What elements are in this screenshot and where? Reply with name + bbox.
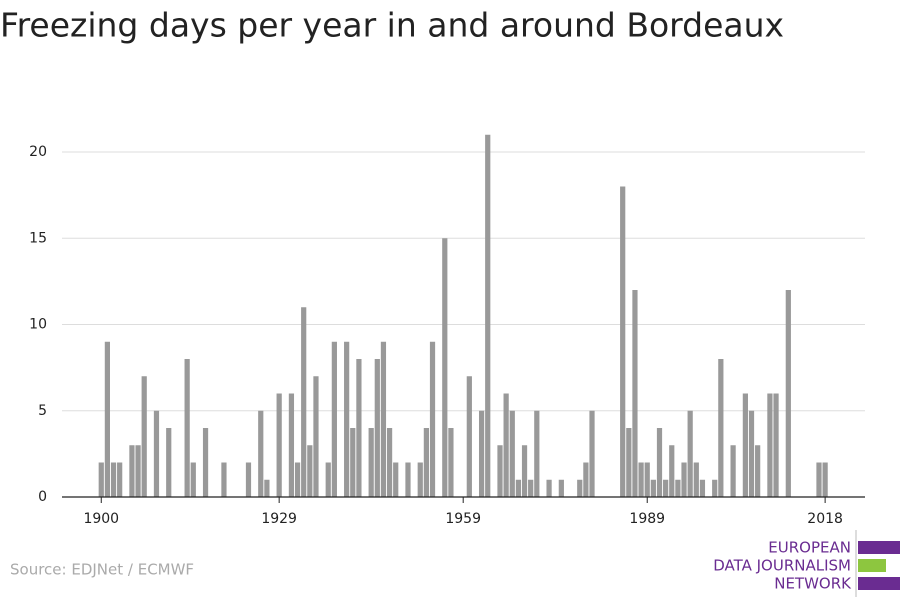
bar	[687, 410, 693, 497]
bar	[313, 376, 319, 497]
bar	[748, 410, 755, 497]
source: Source: EDJNet / ECMWF	[10, 561, 194, 579]
bar	[166, 428, 172, 497]
bar	[264, 479, 270, 497]
x-tick-label: 1900	[83, 511, 119, 527]
bar	[448, 428, 454, 497]
bar	[98, 462, 104, 497]
bar	[589, 410, 595, 497]
bar	[135, 445, 141, 497]
bar	[497, 445, 503, 497]
bar	[466, 376, 472, 497]
bar	[417, 462, 423, 497]
bar	[423, 428, 429, 497]
bar	[767, 393, 773, 497]
bar	[350, 428, 356, 497]
bar	[344, 341, 350, 497]
bar	[117, 462, 123, 497]
x-tick-label: 2018	[807, 511, 843, 527]
bar	[583, 462, 589, 497]
bar	[221, 462, 227, 497]
bar	[712, 479, 718, 497]
bar	[577, 479, 583, 497]
bar	[718, 359, 724, 497]
bar	[675, 479, 681, 497]
logo-bar	[858, 577, 900, 590]
bar	[442, 238, 448, 497]
bar	[190, 462, 196, 497]
bar	[478, 410, 485, 497]
bar	[110, 462, 117, 497]
bar	[294, 462, 301, 497]
y-tick-label: 15	[29, 230, 47, 246]
bar	[515, 479, 522, 497]
bar	[699, 479, 706, 497]
bar	[509, 410, 515, 497]
x-tick-label: 1989	[629, 511, 665, 527]
bar	[276, 393, 282, 497]
bar	[620, 186, 626, 497]
bar	[656, 428, 663, 497]
bar	[429, 341, 436, 497]
x-tick-label: 1959	[445, 511, 481, 527]
bar	[307, 445, 313, 497]
y-tick-label: 20	[29, 144, 47, 160]
bar	[393, 462, 399, 497]
bar	[681, 462, 687, 497]
bar	[356, 359, 362, 497]
bar	[822, 462, 828, 497]
bar	[693, 462, 699, 497]
bar	[485, 134, 491, 497]
x-tick-label: 1929	[261, 511, 297, 527]
bar	[331, 341, 337, 497]
bar	[632, 290, 638, 497]
bar	[669, 445, 675, 497]
bar	[202, 428, 209, 497]
logo-text: EUROPEAN	[768, 539, 851, 557]
bar	[301, 307, 307, 497]
bar	[153, 410, 160, 497]
y-tick-label: 0	[38, 489, 47, 505]
bar	[503, 393, 509, 497]
bar	[129, 445, 135, 497]
bar	[650, 479, 656, 497]
logo-bar	[858, 559, 886, 572]
bar	[644, 462, 650, 497]
bar	[663, 479, 669, 497]
bar	[405, 462, 411, 497]
bar	[258, 410, 264, 497]
bar	[521, 445, 528, 497]
y-tick-label: 5	[38, 403, 47, 419]
bar	[626, 428, 632, 497]
logo-text: DATA JOURNALISM	[713, 557, 851, 575]
bar	[380, 341, 387, 497]
bar	[638, 462, 644, 497]
logo-text: NETWORK	[774, 575, 852, 593]
bar	[386, 428, 393, 497]
bar	[816, 462, 822, 497]
bar	[528, 479, 534, 497]
bar	[730, 445, 736, 497]
logo: EUROPEAN DATA JOURNALISM NETWORK	[713, 530, 900, 597]
bar	[558, 479, 564, 497]
bar	[325, 462, 331, 497]
bar	[245, 462, 252, 497]
bar	[755, 445, 761, 497]
logo-bar	[858, 541, 900, 554]
bar	[534, 410, 540, 497]
bar	[104, 341, 111, 497]
bar	[785, 290, 791, 497]
bar	[742, 393, 748, 497]
y-tick-label: 10	[29, 317, 47, 333]
bar	[368, 428, 374, 497]
bar	[546, 479, 552, 497]
bar	[773, 393, 779, 497]
bar	[288, 393, 295, 497]
chart-title: Freezing days per year in and around Bor…	[0, 6, 784, 45]
bar	[374, 359, 380, 497]
bar	[141, 376, 147, 497]
bar	[184, 359, 190, 497]
